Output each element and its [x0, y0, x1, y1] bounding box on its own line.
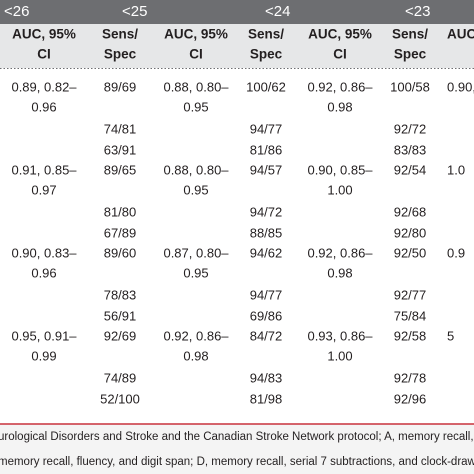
table-cell: 0.95 [183, 99, 208, 114]
table-cell: 89/65 [104, 162, 137, 177]
table-cell: 94/57 [250, 162, 283, 177]
table-cell: 0.89, 0.82– [11, 79, 77, 94]
table-cell: 0.98 [183, 348, 208, 363]
table-cell: 83/83 [394, 142, 427, 157]
column-header: AUC, 95% [12, 27, 76, 42]
table-cell: 78/83 [104, 287, 137, 302]
table-cell: 0.92, 0.86– [163, 328, 229, 343]
table-cell: 74/89 [104, 370, 137, 385]
table-cell: 92/58 [394, 328, 427, 343]
table-cell: 56/91 [104, 308, 137, 323]
table-cell: 0.90, [447, 79, 474, 94]
table-cell: 0.90, 0.85– [307, 162, 373, 177]
column-header: Spec [250, 47, 283, 62]
table-cell: 0.9 [447, 245, 465, 260]
column-header: Sens/ [392, 27, 428, 42]
table-cell: 0.90, 0.83– [11, 245, 77, 260]
table-cell: 0.88, 0.80– [163, 162, 229, 177]
table-cell: 1.0 [447, 162, 465, 177]
table-cell: 0.98 [327, 99, 352, 114]
table-cell: 63/91 [104, 142, 137, 157]
footer-band [0, 424, 474, 474]
table-cell: 92/80 [394, 225, 427, 240]
table-cell: 1.00 [327, 348, 352, 363]
threshold-label: <24 [265, 3, 290, 20]
table-cell: 89/60 [104, 245, 137, 260]
column-header: AUC, [447, 27, 474, 42]
threshold-label: <23 [405, 3, 430, 20]
table-cell: 84/72 [250, 328, 283, 343]
table-cell: 0.92, 0.86– [307, 245, 373, 260]
table-cell: 81/86 [250, 142, 283, 157]
table-cell: 92/69 [104, 328, 137, 343]
table-cell: 92/96 [394, 391, 427, 406]
table-cell: 67/89 [104, 225, 137, 240]
table-cell: 94/83 [250, 370, 283, 385]
table-cell: 0.87, 0.80– [163, 245, 229, 260]
table-cell: 74/81 [104, 121, 137, 136]
table-cell: 92/72 [394, 121, 427, 136]
table-cell: 0.96 [31, 265, 56, 280]
table-cell: 0.99 [31, 348, 56, 363]
column-header: Sens/ [248, 27, 284, 42]
table-cell: 0.93, 0.86– [307, 328, 373, 343]
table-cell: 92/68 [394, 204, 427, 219]
table-cell: 94/72 [250, 204, 283, 219]
threshold-label: <25 [122, 3, 147, 20]
column-header: CI [37, 47, 51, 62]
table-cell: 0.97 [31, 182, 56, 197]
table-cell: 52/100 [100, 391, 140, 406]
table-cell: 69/86 [250, 308, 283, 323]
table-cell: 92/77 [394, 287, 427, 302]
table-cell: 1.00 [327, 182, 352, 197]
table-cell: 94/77 [250, 287, 283, 302]
column-header: AUC, 95% [164, 27, 228, 42]
footer-note: urological Disorders and Stroke and the … [0, 431, 474, 443]
column-header: Sens/ [102, 27, 138, 42]
footer-note: memory recall, fluency, and digit span; … [0, 456, 474, 468]
table-cell: 92/50 [394, 245, 427, 260]
table-cell: 88/85 [250, 225, 283, 240]
table-cell: 0.96 [31, 99, 56, 114]
column-header: CI [189, 47, 203, 62]
table-cell: 92/78 [394, 370, 427, 385]
column-header: Spec [104, 47, 137, 62]
table-cell: 100/62 [246, 79, 286, 94]
threshold-label: <26 [4, 3, 29, 20]
threshold-band [0, 0, 474, 24]
column-header: CI [333, 47, 347, 62]
table-cell: 94/62 [250, 245, 283, 260]
table-cell: 81/98 [250, 391, 283, 406]
column-header: AUC, 95% [308, 27, 372, 42]
table-cell: 0.88, 0.80– [163, 79, 229, 94]
table-cell: 0.91, 0.85– [11, 162, 77, 177]
table-cell: 81/80 [104, 204, 137, 219]
column-header-band [0, 24, 474, 68]
table-cell: 0.92, 0.86– [307, 79, 373, 94]
table-cell: 0.95 [183, 182, 208, 197]
table-cell: 92/54 [394, 162, 427, 177]
table-cell: 75/84 [394, 308, 427, 323]
table-cell: 100/58 [390, 79, 430, 94]
table-cell: 5 [447, 328, 454, 343]
table-cell: 0.95, 0.91– [11, 328, 77, 343]
table-cell: 89/69 [104, 79, 137, 94]
table-cell: 94/77 [250, 121, 283, 136]
column-header: Spec [394, 47, 427, 62]
table-cell: 0.98 [327, 265, 352, 280]
table-cell: 0.95 [183, 265, 208, 280]
